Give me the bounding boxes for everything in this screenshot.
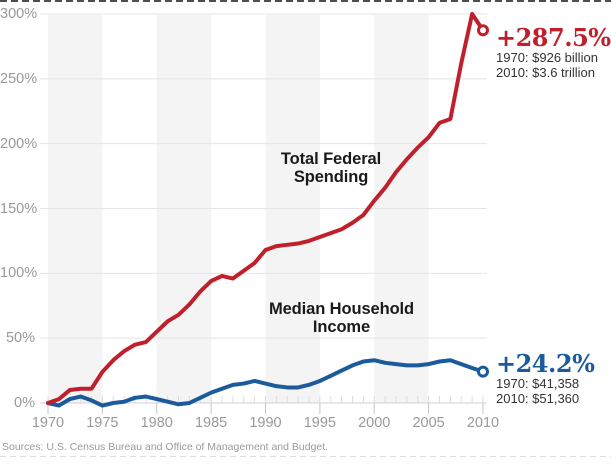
x-axis-label: 2005 — [412, 415, 445, 431]
series-label-median-household-income: Median Household Income — [268, 300, 415, 337]
spending-1970-detail: 1970: $926 billion — [496, 50, 598, 65]
spending-line — [46, 12, 485, 405]
series-label-total-federal-spending: Total Federal Spending — [280, 150, 382, 187]
income-2010-detail: 2010: $51,360 — [496, 390, 580, 406]
y-axis-label: 50% — [5, 330, 35, 347]
y-axis-label: 250% — [0, 70, 38, 87]
income-line — [46, 358, 485, 408]
annotation-income: +24.2% 1970: $41,358 2010: $51,360 — [496, 349, 595, 406]
annotation-spending: +287.5% 1970: $926 billion 2010: $3.6 tr… — [496, 25, 611, 80]
income-endpoint-marker — [477, 365, 489, 378]
top-dashed-divider — [0, 0, 611, 2]
income-growth-value: +24.2% — [496, 349, 595, 378]
x-axis-label: 1985 — [194, 415, 228, 431]
spending-growth-value: +287.5% — [496, 23, 611, 52]
x-axis-label: 1970 — [31, 415, 65, 431]
spending-2010-detail: 2010: $3.6 trillion — [496, 64, 596, 80]
x-axis-label: 1975 — [86, 415, 119, 431]
y-axis-label: 300% — [0, 6, 38, 22]
y-axis-label: 150% — [0, 200, 38, 217]
y-axis-label: 200% — [0, 135, 38, 152]
income-1970-detail: 1970: $41,358 — [496, 376, 580, 391]
source-note: Sources: U.S. Census Bureau and Office o… — [2, 441, 329, 453]
x-axis-label: 1990 — [249, 415, 282, 431]
x-axis-label: 1980 — [140, 415, 173, 431]
spending-endpoint-marker — [477, 24, 489, 37]
y-axis-label: 100% — [0, 265, 38, 282]
y-axis-label: 0% — [14, 395, 35, 411]
bottom-dashed-divider — [0, 456, 611, 457]
x-axis-label: 1995 — [303, 415, 336, 431]
x-axis-label: 2000 — [358, 415, 391, 431]
x-axis-label: 2010 — [466, 415, 500, 431]
